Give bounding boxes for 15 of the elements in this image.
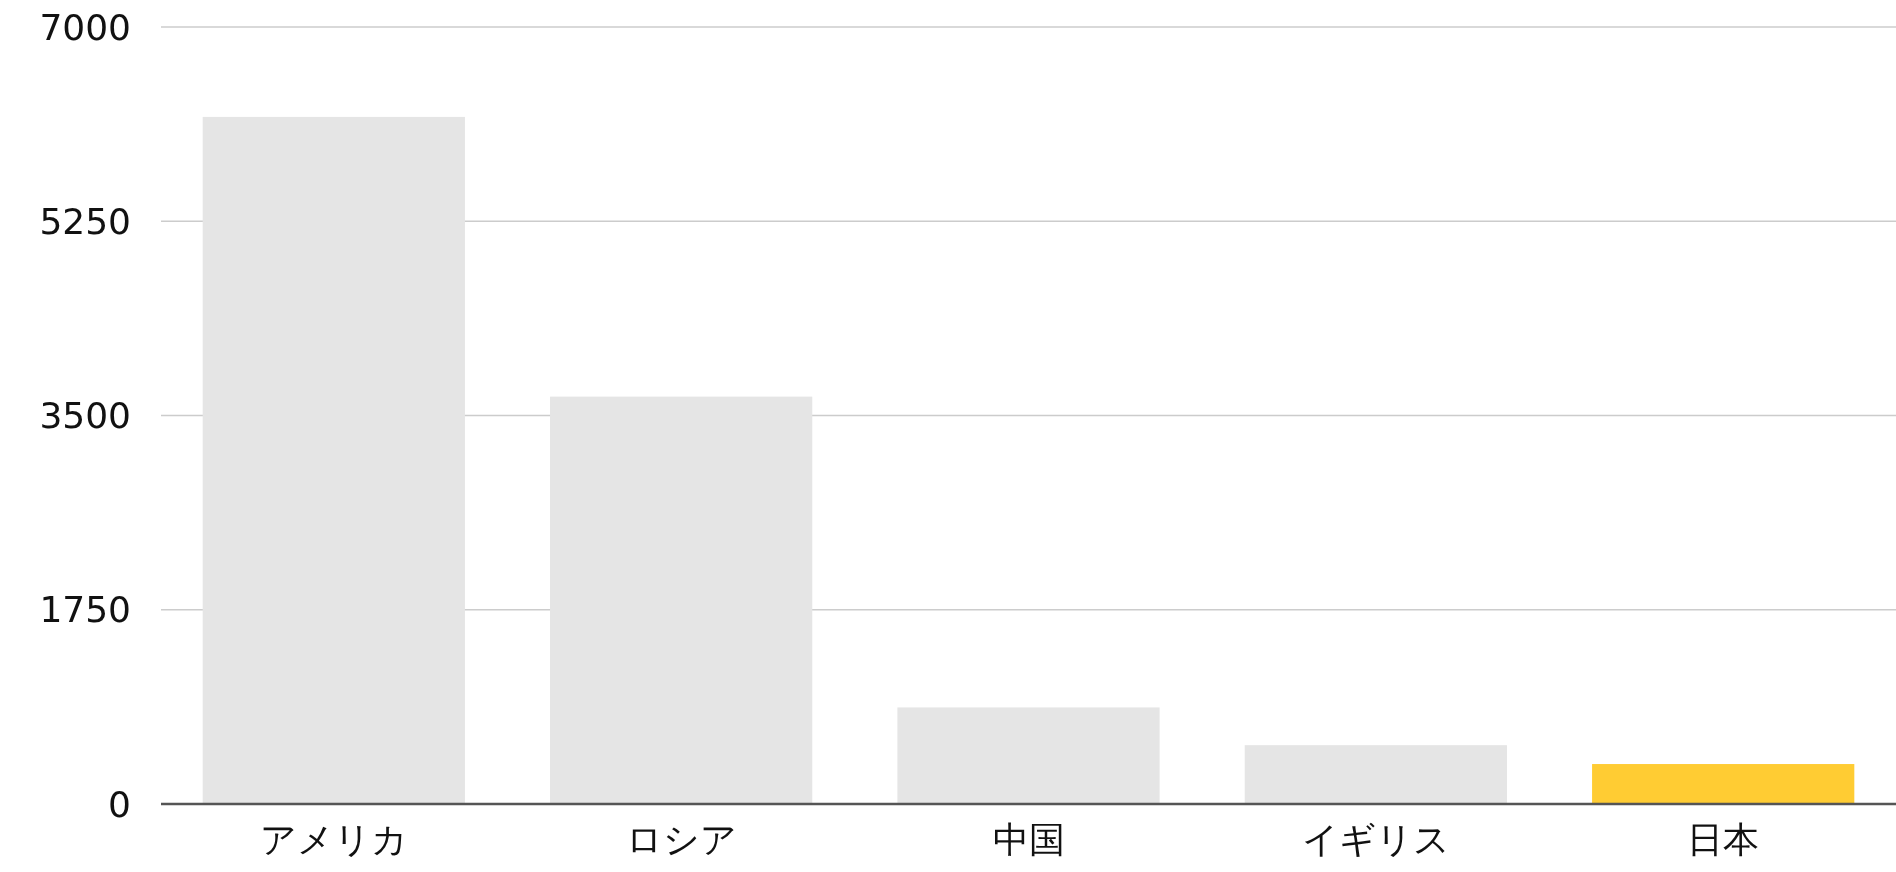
x-tick-label: イギリス [1301, 819, 1450, 860]
bar [1592, 764, 1855, 804]
bar [550, 396, 813, 804]
y-tick-label: 1750 [39, 589, 131, 631]
x-tick-label: 中国 [992, 819, 1065, 860]
bar [202, 116, 465, 804]
bar [1244, 745, 1507, 804]
bar [897, 707, 1160, 804]
y-tick-label: 3500 [39, 395, 131, 437]
x-tick-label: アメリカ [259, 819, 408, 860]
x-tick-label: 日本 [1687, 819, 1760, 860]
y-tick-label: 5250 [39, 200, 131, 242]
y-tick-label: 0 [108, 783, 131, 825]
y-tick-label: 7000 [39, 6, 131, 48]
x-tick-label: ロシア [625, 819, 737, 860]
